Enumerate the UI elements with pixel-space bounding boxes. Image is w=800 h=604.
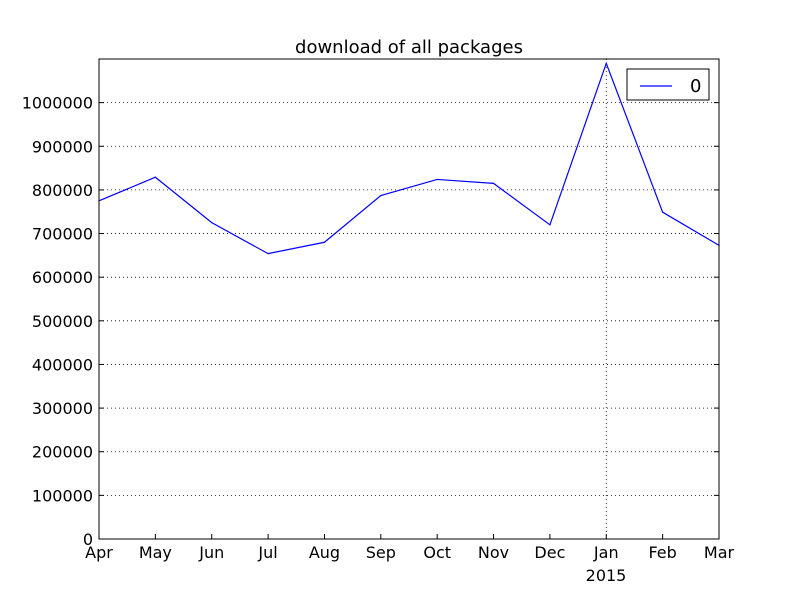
y-tick-label: 300000 (32, 399, 93, 418)
x-tick-label: Aug (309, 543, 340, 562)
chart-title: download of all packages (295, 37, 523, 58)
grid-lines (99, 59, 719, 539)
x-tick-label: May (139, 543, 172, 562)
y-tick-label: 100000 (32, 486, 93, 505)
y-tick-label: 600000 (32, 268, 93, 287)
plot-area-frame (98, 58, 720, 540)
y-tick-label: 700000 (32, 225, 93, 244)
y-tick-label: 1000000 (22, 94, 93, 113)
x-tick-label: Jun (198, 543, 224, 562)
legend: 0 (626, 68, 710, 101)
data-point (154, 176, 156, 178)
y-tick-label: 900000 (32, 137, 93, 156)
data-point (323, 241, 326, 243)
data-point (492, 182, 495, 184)
x-axis-year-label: 2015 (586, 566, 627, 585)
y-tick-label: 200000 (32, 443, 93, 462)
data-point (211, 222, 213, 224)
legend-label: 0 (690, 76, 701, 97)
series-line (98, 61, 720, 255)
axis-ticks (98, 102, 720, 540)
x-tick-label: Apr (85, 543, 113, 562)
x-tick-label: Mar (704, 543, 735, 562)
data-point (267, 253, 269, 255)
x-tick-label: Feb (648, 543, 676, 562)
series-layer (98, 61, 720, 255)
x-tick-label: Oct (423, 543, 451, 562)
data-point (605, 62, 607, 64)
y-tick-label: 0 (83, 530, 93, 549)
y-axis-tick-labels: 0 100000 200000 300000 400000 500000 600000 700… (22, 94, 93, 549)
y-tick-label: 500000 (32, 312, 93, 331)
x-tick-label: Nov (478, 543, 509, 562)
x-tick-label: Dec (534, 543, 565, 562)
data-point (662, 211, 664, 213)
y-tick-label: 400000 (32, 355, 93, 374)
x-tick-label: Jan (593, 543, 619, 562)
data-point (380, 194, 382, 197)
data-point (549, 224, 551, 226)
y-tick-label: 800000 (32, 181, 93, 200)
x-axis-tick-labels: Apr May Jun Jul Aug Sep Oct Nov Dec Jan Feb Mar (85, 543, 734, 562)
legend-box (626, 68, 710, 101)
data-point (436, 178, 438, 181)
x-tick-label: Sep (366, 543, 396, 562)
x-tick-label: Jul (257, 543, 277, 562)
